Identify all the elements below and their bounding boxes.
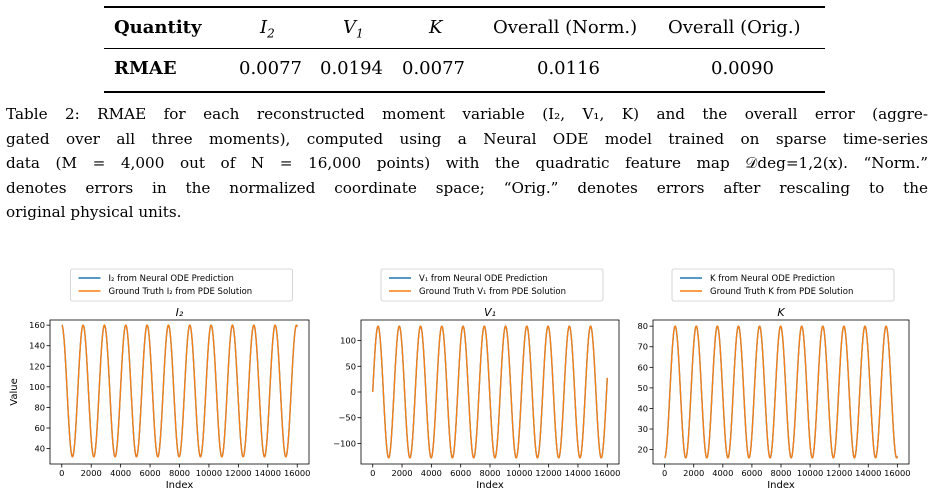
legend-label: Ground Truth K from PDE Solution <box>710 287 853 297</box>
y-tick-label: 80 <box>637 321 648 331</box>
table-header-row: Quantity I2 V1 K Overall (Norm.) Overall… <box>104 9 825 47</box>
header-overall-orig: Overall (Orig.) <box>668 17 801 38</box>
header-v1: V1 <box>343 17 364 41</box>
x-tick-label: 12000 <box>535 468 561 478</box>
y-tick-label: 140 <box>29 341 45 351</box>
chart-k-svg: 0 2000 4000 6000 8000 10000 12000 14000 16000 20 3… <box>637 268 911 491</box>
x-tick-label: 6000 <box>140 468 161 478</box>
legend-label: K from Neural ODE Prediction <box>710 274 835 284</box>
x-tick-label: 10000 <box>797 468 823 478</box>
x-tick-label: 2000 <box>81 468 102 478</box>
caption-line: denotes errors in the normalized coordin… <box>6 178 928 197</box>
legend-label: Ground Truth I₂ from PDE Solution <box>109 287 253 297</box>
x-tick-label: 14000 <box>855 468 881 478</box>
x-tick-label: 14000 <box>565 468 591 478</box>
value-overall-norm: 0.0116 <box>537 58 600 79</box>
table-caption: Table 2: RMAE for each reconstructed mom… <box>6 102 928 225</box>
chart-v1: 0 2000 4000 6000 8000 10000 12000 14000 16000 −10… <box>311 268 622 492</box>
chart-k: 0 2000 4000 6000 8000 10000 12000 14000 16000 20 3… <box>622 268 933 492</box>
y-axis-label: Value <box>9 378 20 405</box>
x-tick-label: 4000 <box>712 468 733 478</box>
row-label: RMAE <box>114 58 177 79</box>
x-tick-label: 6000 <box>741 468 762 478</box>
y-tick-label: 160 <box>29 320 45 330</box>
series-line-ground-truth <box>61 324 298 458</box>
chart-i2: 0 2000 4000 6000 8000 10000 12000 14000 16000 40 6… <box>0 268 311 492</box>
x-tick-label: 8000 <box>169 468 190 478</box>
y-tick-label: 50 <box>637 383 648 393</box>
table-top-rule <box>104 6 825 8</box>
y-tick-label: 0 <box>351 387 356 397</box>
y-tick-label: −100 <box>333 438 356 448</box>
table-row-rmae: RMAE 0.0077 0.0194 0.0077 0.0116 0.0090 <box>104 50 825 88</box>
x-tick-label: 12000 <box>225 468 251 478</box>
header-quantity: Quantity <box>114 17 202 38</box>
caption-line: original physical units. <box>6 203 182 221</box>
y-tick-label: 30 <box>637 424 648 434</box>
legend-label: V₁ from Neural ODE Prediction <box>419 274 548 284</box>
y-tick-label: 100 <box>29 382 45 392</box>
caption-line: gated over all three moments), computed … <box>6 129 928 148</box>
value-overall-orig: 0.0090 <box>711 58 774 79</box>
header-i2: I2 <box>260 17 275 41</box>
y-tick-label: 80 <box>34 402 45 412</box>
legend-box <box>70 268 293 302</box>
y-tick-label: 60 <box>34 423 45 433</box>
y-tick-label: 40 <box>637 403 648 413</box>
x-tick-label: 16000 <box>884 468 910 478</box>
x-tick-label: 4000 <box>421 468 442 478</box>
x-tick-label: 0 <box>59 468 64 478</box>
x-tick-label: 10000 <box>506 468 532 478</box>
x-tick-label: 12000 <box>826 468 852 478</box>
legend-box <box>671 268 895 302</box>
x-axis-label: Index <box>476 480 504 491</box>
caption-line: Table 2: RMAE for each reconstructed mom… <box>6 105 928 123</box>
y-tick-label: 60 <box>637 362 648 372</box>
chart-v1-svg: 0 2000 4000 6000 8000 10000 12000 14000 16000 −10… <box>333 268 620 491</box>
x-tick-label: 16000 <box>594 468 620 478</box>
x-tick-label: 2000 <box>683 468 704 478</box>
series-line-ground-truth <box>664 325 898 459</box>
x-tick-label: 16000 <box>284 468 310 478</box>
y-tick-label: 120 <box>29 361 45 371</box>
x-tick-label: 0 <box>370 468 375 478</box>
x-tick-label: 0 <box>662 468 667 478</box>
series-line-ground-truth <box>372 325 608 459</box>
chart-title: V₁ <box>484 306 496 319</box>
x-tick-label: 8000 <box>770 468 791 478</box>
x-tick-label: 10000 <box>196 468 222 478</box>
x-axis-label: Index <box>767 480 795 491</box>
x-tick-label: 14000 <box>255 468 281 478</box>
y-tick-label: 20 <box>637 445 648 455</box>
x-tick-label: 6000 <box>450 468 471 478</box>
y-tick-label: −50 <box>338 413 356 423</box>
table-bottom-rule <box>104 91 825 93</box>
x-tick-label: 4000 <box>110 468 131 478</box>
legend-label: Ground Truth V₁ from PDE Solution <box>419 287 566 297</box>
y-tick-label: 50 <box>345 361 356 371</box>
y-tick-label: 70 <box>637 342 648 352</box>
caption-line: data (M = 4,000 out of N = 16,000 points… <box>6 154 928 172</box>
chart-title: I₂ <box>176 306 184 319</box>
x-tick-label: 8000 <box>479 468 500 478</box>
legend-label: I₂ from Neural ODE Prediction <box>109 274 234 284</box>
x-tick-label: 2000 <box>391 468 412 478</box>
chart-title: K <box>777 306 785 319</box>
value-v1: 0.0194 <box>320 58 383 79</box>
y-tick-label: 100 <box>340 336 356 346</box>
value-k: 0.0077 <box>402 58 465 79</box>
value-i2: 0.0077 <box>239 58 302 79</box>
header-k: K <box>429 17 443 38</box>
y-tick-label: 40 <box>34 444 45 454</box>
legend-box <box>380 268 604 302</box>
chart-i2-svg: 0 2000 4000 6000 8000 10000 12000 14000 16000 40 6… <box>9 268 310 491</box>
table-mid-rule <box>104 48 825 49</box>
header-overall-norm: Overall (Norm.) <box>493 17 638 38</box>
x-axis-label: Index <box>166 480 194 491</box>
